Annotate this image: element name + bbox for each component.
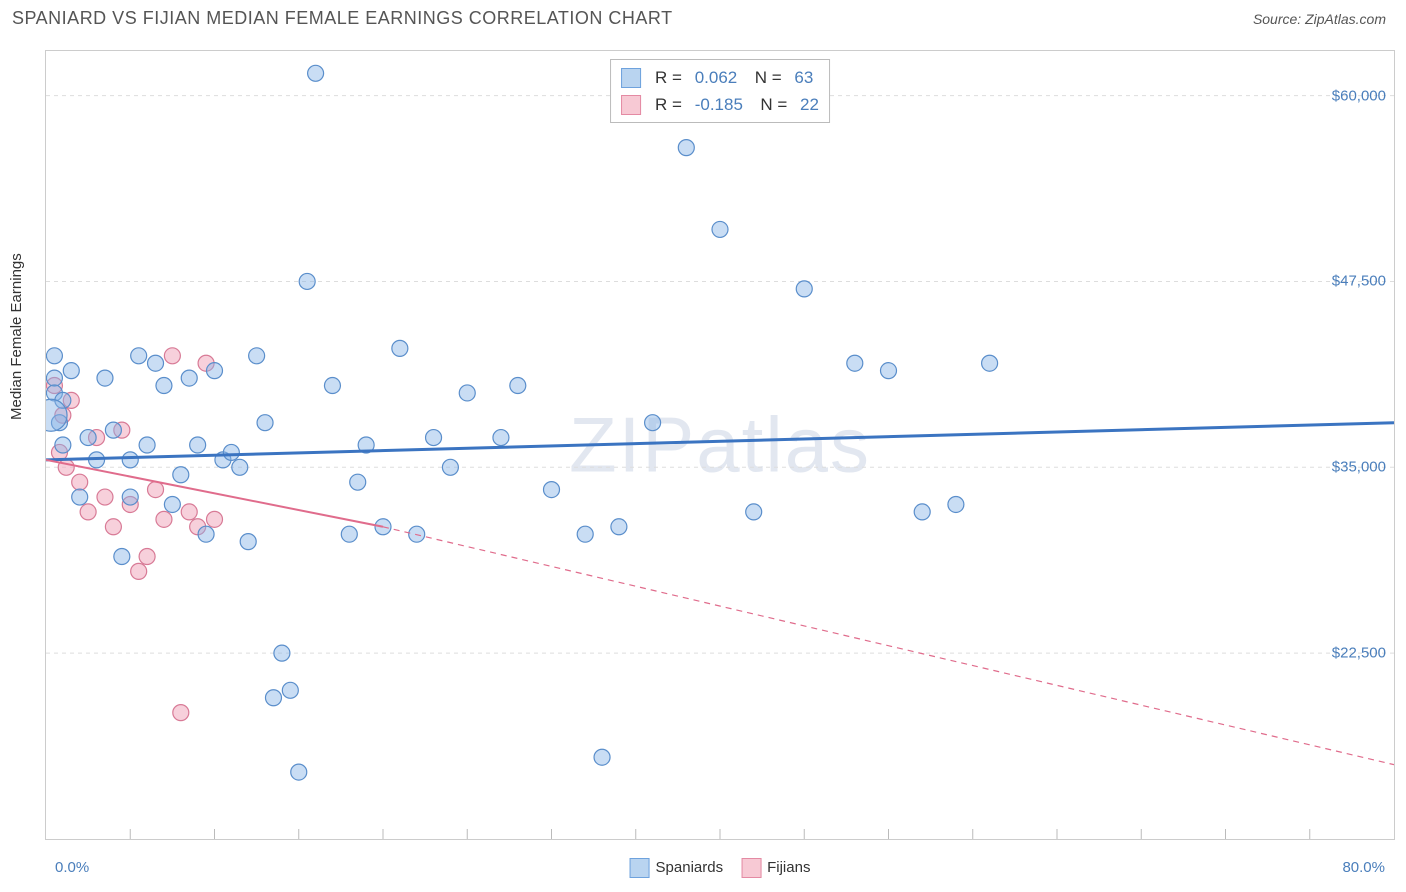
y-tick-label: $35,000 [1332,459,1386,476]
chart-area: ZIPatlas R = 0.062 N = 63 R = -0.185 N =… [45,50,1395,840]
source-attribution: Source: ZipAtlas.com [1253,11,1386,27]
r-label: R = [655,91,687,118]
y-tick-label: $47,500 [1332,273,1386,290]
n-label: N = [745,64,786,91]
legend-swatch [621,68,641,88]
r-label: R = [655,64,687,91]
legend-item: Fijians [741,858,810,878]
r-value: 0.062 [695,64,738,91]
correlation-legend: R = 0.062 N = 63 R = -0.185 N = 22 [610,59,830,123]
y-axis-label: Median Female Earnings [8,253,25,420]
r-value: -0.185 [695,91,743,118]
chart-title: SPANIARD VS FIJIAN MEDIAN FEMALE EARNING… [12,8,673,29]
legend-swatch [630,858,650,878]
legend-item: Spaniards [630,858,724,878]
series-legend: Spaniards Fijians [630,858,811,878]
y-tick-label: $60,000 [1332,87,1386,104]
legend-row: R = 0.062 N = 63 [621,64,819,91]
scatter-plot-svg [46,51,1394,839]
y-tick-label: $22,500 [1332,645,1386,662]
legend-row: R = -0.185 N = 22 [621,91,819,118]
legend-swatch [621,95,641,115]
legend-label: Spaniards [656,858,724,875]
n-value: 22 [800,91,819,118]
x-axis-min: 0.0% [55,859,89,876]
legend-swatch [741,858,761,878]
n-value: 63 [794,64,813,91]
n-label: N = [751,91,792,118]
x-axis-footer: 0.0% Spaniards Fijians 80.0% [45,845,1395,890]
legend-label: Fijians [767,858,810,875]
x-axis-max: 80.0% [1342,859,1385,876]
